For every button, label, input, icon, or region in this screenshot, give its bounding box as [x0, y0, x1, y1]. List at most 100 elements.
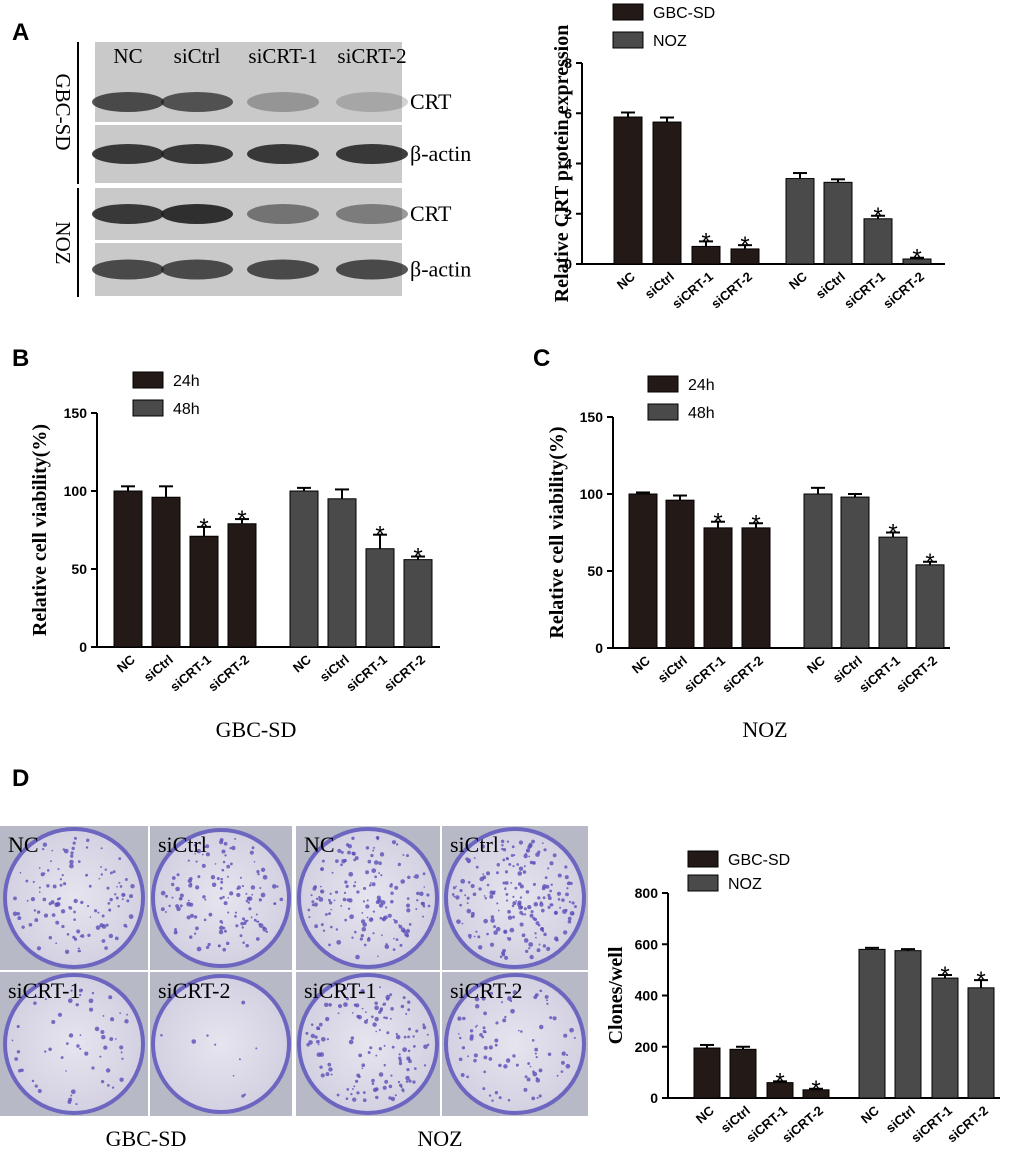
colony-dot	[563, 1033, 568, 1038]
colony-dot	[534, 993, 539, 997]
blot-band	[336, 92, 408, 112]
colony-dot	[44, 998, 47, 1001]
colony-dot	[251, 846, 255, 850]
colony-dot	[485, 871, 491, 876]
well-label: siCRT-2	[158, 978, 230, 1003]
colony-dot	[229, 891, 234, 896]
colony-dot	[568, 881, 570, 884]
colony-dot	[362, 1091, 366, 1094]
legend-swatch	[612, 3, 644, 21]
colony-dot	[187, 859, 190, 862]
colony-dot	[119, 885, 123, 888]
colony-dot	[504, 870, 509, 874]
colony-dot	[207, 942, 211, 947]
significance-mark: *	[413, 544, 422, 571]
colony-dot	[380, 874, 383, 877]
colony-dot	[241, 1000, 246, 1005]
colony-dot	[186, 915, 191, 920]
colony-dot	[486, 932, 489, 936]
colony-dot	[407, 1000, 411, 1004]
x-tick-label: siCRT-2	[893, 653, 940, 696]
bar	[189, 535, 219, 648]
colony-dot	[455, 895, 460, 900]
colony-dot	[495, 871, 499, 875]
colony-dot	[457, 1033, 460, 1035]
colony-dot	[312, 886, 317, 891]
legend-swatch	[612, 31, 644, 49]
colony-dot	[529, 860, 534, 865]
colony-dot	[342, 897, 347, 902]
western-blot: CRT β-actin CRT β-actin NC siCtrl siCRT-1 siCRT…	[51, 42, 471, 297]
colony-dot	[538, 1094, 542, 1098]
colony-dot	[344, 987, 347, 990]
x-tick-label: siCRT-2	[708, 269, 755, 312]
colony-dot	[547, 896, 552, 901]
colony-dot	[356, 1073, 361, 1078]
colony-dot	[61, 874, 64, 877]
x-tick-label: siCRT-2	[381, 652, 428, 695]
bar	[823, 181, 853, 265]
blot-band	[92, 204, 164, 224]
colony-dot	[108, 995, 113, 1000]
y-tick-label: 0	[79, 639, 87, 655]
colony-dot	[232, 1074, 235, 1077]
lane-label: siCtrl	[174, 44, 221, 68]
colony-dot	[527, 904, 532, 910]
colony-dot	[495, 926, 501, 932]
colony-dot	[60, 1056, 64, 1060]
colony-dot	[518, 1029, 520, 1032]
lane-label: siCRT-1	[248, 44, 317, 68]
colony-dot	[478, 887, 482, 891]
colony-dot	[104, 946, 108, 950]
colony-dot	[508, 862, 512, 866]
colony-dot	[344, 880, 348, 884]
colony-dot	[505, 1058, 511, 1063]
colony-dot	[349, 914, 354, 920]
colony-dot	[214, 1043, 217, 1046]
colony-dot	[357, 1014, 362, 1020]
bar	[613, 116, 643, 265]
colony-dot	[196, 848, 202, 854]
colony-dot	[30, 896, 36, 902]
colony-dot	[509, 927, 515, 933]
colony-dot	[483, 1011, 487, 1016]
colony-dot	[79, 1034, 82, 1036]
colony-dot	[313, 902, 318, 907]
colony-dot	[84, 1051, 89, 1056]
colony-dot	[408, 1079, 412, 1083]
colony-dot	[400, 879, 405, 884]
colony-dot	[496, 902, 499, 905]
colony-dot	[310, 1033, 315, 1039]
colony-dot	[265, 930, 269, 934]
colony-dot	[368, 917, 374, 922]
colony-dot	[515, 900, 518, 902]
colony-dot	[375, 900, 380, 905]
group-label: GBC-SD	[51, 73, 75, 150]
colony-dot	[502, 953, 506, 957]
bar	[151, 496, 181, 648]
colony-dot	[316, 1026, 320, 1031]
colony-dot	[14, 1057, 19, 1061]
colony-dot	[320, 923, 324, 927]
colony-dot	[481, 996, 486, 1001]
well-label: NC	[8, 832, 39, 857]
colony-dot	[504, 1015, 507, 1019]
colony-dot	[94, 1026, 100, 1032]
colony-dot	[532, 882, 536, 886]
colony-dot	[469, 1036, 474, 1041]
colony-dot	[533, 902, 539, 907]
blot-band	[247, 92, 319, 112]
colony-dot	[55, 942, 58, 945]
colony-dot	[528, 855, 531, 858]
colony-dot	[528, 942, 534, 947]
colony-dot	[473, 857, 476, 859]
colony-dot	[322, 929, 326, 932]
colony-dot	[31, 1079, 35, 1083]
colony-dot	[251, 893, 254, 896]
colony-dot	[250, 916, 253, 919]
colony-dot	[513, 854, 516, 857]
colony-dot	[376, 895, 381, 900]
colony-dot	[419, 891, 424, 897]
x-tick-label: siCtrl	[813, 269, 848, 302]
colony-dot	[407, 875, 411, 880]
